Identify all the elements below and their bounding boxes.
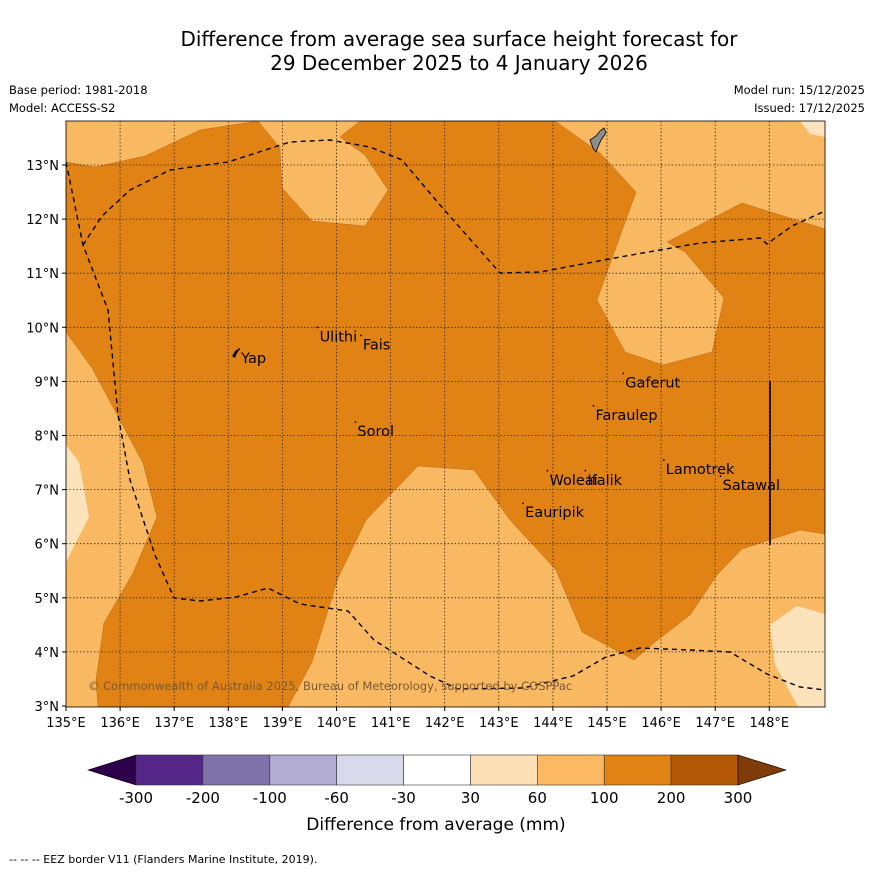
place-dot [546, 469, 549, 472]
colorbar-tick-label: -200 [186, 789, 220, 807]
colorbar-tick-label: -60 [324, 789, 349, 807]
lon-tick-label: 147°E [695, 716, 735, 731]
colorbar-segment [670, 754, 739, 786]
colorbar-segment [202, 754, 271, 786]
place-label-gaferut: Gaferut [625, 375, 680, 391]
map-frame [65, 120, 826, 708]
colorbar-over-arrow [737, 754, 788, 786]
eez-footnote: -- -- -- EEZ border V11 (Flanders Marine… [9, 853, 318, 866]
place-dot [316, 326, 319, 329]
place-label-ulithi: Ulithi [320, 329, 358, 345]
colorbar-segment [470, 754, 538, 786]
lat-tick-label: 9°N [35, 375, 60, 390]
place-label-fais: Fais [363, 338, 390, 354]
lat-tick-label: 5°N [35, 592, 60, 607]
model-run: Model run: 15/12/2025 [733, 83, 865, 97]
place-dot [622, 372, 625, 375]
lon-tick-label: 135°E [46, 716, 86, 731]
colorbar-tick-label: 300 [724, 789, 753, 807]
lat-tick-label: 13°N [26, 159, 59, 174]
colorbar-segment [135, 754, 204, 786]
place-dot [592, 404, 595, 407]
colorbar-segment [403, 754, 471, 786]
contour-100-200-main [66, 121, 825, 707]
title-line-1: Difference from average sea surface heig… [180, 27, 738, 51]
place-dot [522, 502, 525, 505]
colorbar-segment [537, 754, 605, 786]
place-dot [662, 459, 665, 461]
lon-tick-label: 148°E [750, 716, 790, 731]
lon-tick-label: 138°E [209, 716, 249, 731]
meta-right: Model run: 15/12/2025 Issued: 17/12/2025 [734, 81, 865, 117]
lon-tick-label: 141°E [371, 716, 411, 731]
guam-island [589, 127, 607, 153]
place-label-yap: Yap [240, 351, 266, 367]
axis-ticks: 135°E 136°E 137°E 138°E 139°E 140°E 141°E 142°E… [26, 159, 789, 731]
colorbar-segment [603, 754, 672, 786]
contour-30-60-topright [800, 121, 825, 137]
lon-tick-label: 145°E [587, 716, 627, 731]
yap-island [232, 349, 240, 358]
colorbar-tick-label: -100 [253, 789, 287, 807]
lat-tick-label: 7°N [35, 484, 60, 499]
colorbar-tick-label: 30 [461, 789, 480, 807]
place-label-woleai: Woleai [549, 473, 597, 489]
place-label-lamotrek: Lamotrek [666, 462, 735, 478]
lat-tick-label: 6°N [35, 538, 60, 553]
place-label-ifalik: Ifalik [587, 473, 622, 489]
model-name: Model: ACCESS-S2 [9, 101, 116, 115]
graticule [66, 121, 825, 707]
copyright-text: © Commonwealth of Australia 2025, Bureau… [88, 679, 572, 693]
place-label-faraulep: Faraulep [595, 408, 657, 424]
colorbar-segment [269, 754, 337, 786]
lon-tick-label: 143°E [479, 716, 519, 731]
colorbar: -300 -200 -100 -60 -30 30 60 100 200 300 [86, 754, 788, 807]
colorbar-label: Difference from average (mm) [306, 815, 565, 835]
place-dot [238, 348, 241, 350]
place-dot [354, 421, 357, 423]
eez-border-north [82, 139, 825, 274]
place-label-eauripik: Eauripik [525, 505, 584, 521]
lat-tick-label: 11°N [26, 267, 59, 282]
colorbar-under-arrow [86, 754, 137, 786]
lon-tick-label: 136°E [100, 716, 140, 731]
eez-border [66, 161, 825, 691]
colorbar-tick-label: 100 [590, 789, 619, 807]
place-marks: Ulithi Fais Yap Gaferut Faraulep Sorol Lamotre… [238, 326, 780, 521]
lon-tick-label: 146°E [641, 716, 681, 731]
lat-tick-label: 10°N [26, 321, 59, 336]
lon-tick-label: 139°E [263, 716, 303, 731]
place-label-sorol: Sorol [357, 424, 394, 440]
colorbar-tick-label: 60 [528, 789, 547, 807]
lat-tick-label: 4°N [35, 646, 60, 661]
lat-tick-label: 8°N [35, 430, 60, 445]
lat-tick-label: 12°N [26, 213, 59, 228]
base-period: Base period: 1981-2018 [9, 83, 148, 97]
colorbar-tick-label: 200 [657, 789, 686, 807]
meta-left: Base period: 1981-2018 Model: ACCESS-S2 [9, 81, 148, 117]
lon-tick-label: 140°E [317, 716, 357, 731]
lon-tick-label: 144°E [533, 716, 573, 731]
place-dot [359, 334, 362, 337]
issued-date: Issued: 17/12/2025 [754, 101, 865, 115]
place-label-satawal: Satawal [723, 478, 780, 494]
lon-tick-label: 142°E [425, 716, 465, 731]
lon-tick-label: 137°E [154, 716, 194, 731]
colorbar-tick-label: -300 [119, 789, 153, 807]
title-line-2: 29 December 2025 to 4 January 2026 [270, 51, 648, 75]
contour-30-60-bottomright [770, 606, 825, 707]
contour-30-60-left [66, 445, 89, 562]
place-dot [719, 475, 722, 478]
place-dot [584, 469, 587, 472]
colorbar-segment [336, 754, 404, 786]
lat-tick-label: 3°N [35, 700, 60, 715]
colorbar-tick-label: -30 [391, 789, 416, 807]
chart-title: Difference from average sea surface heig… [0, 27, 873, 75]
